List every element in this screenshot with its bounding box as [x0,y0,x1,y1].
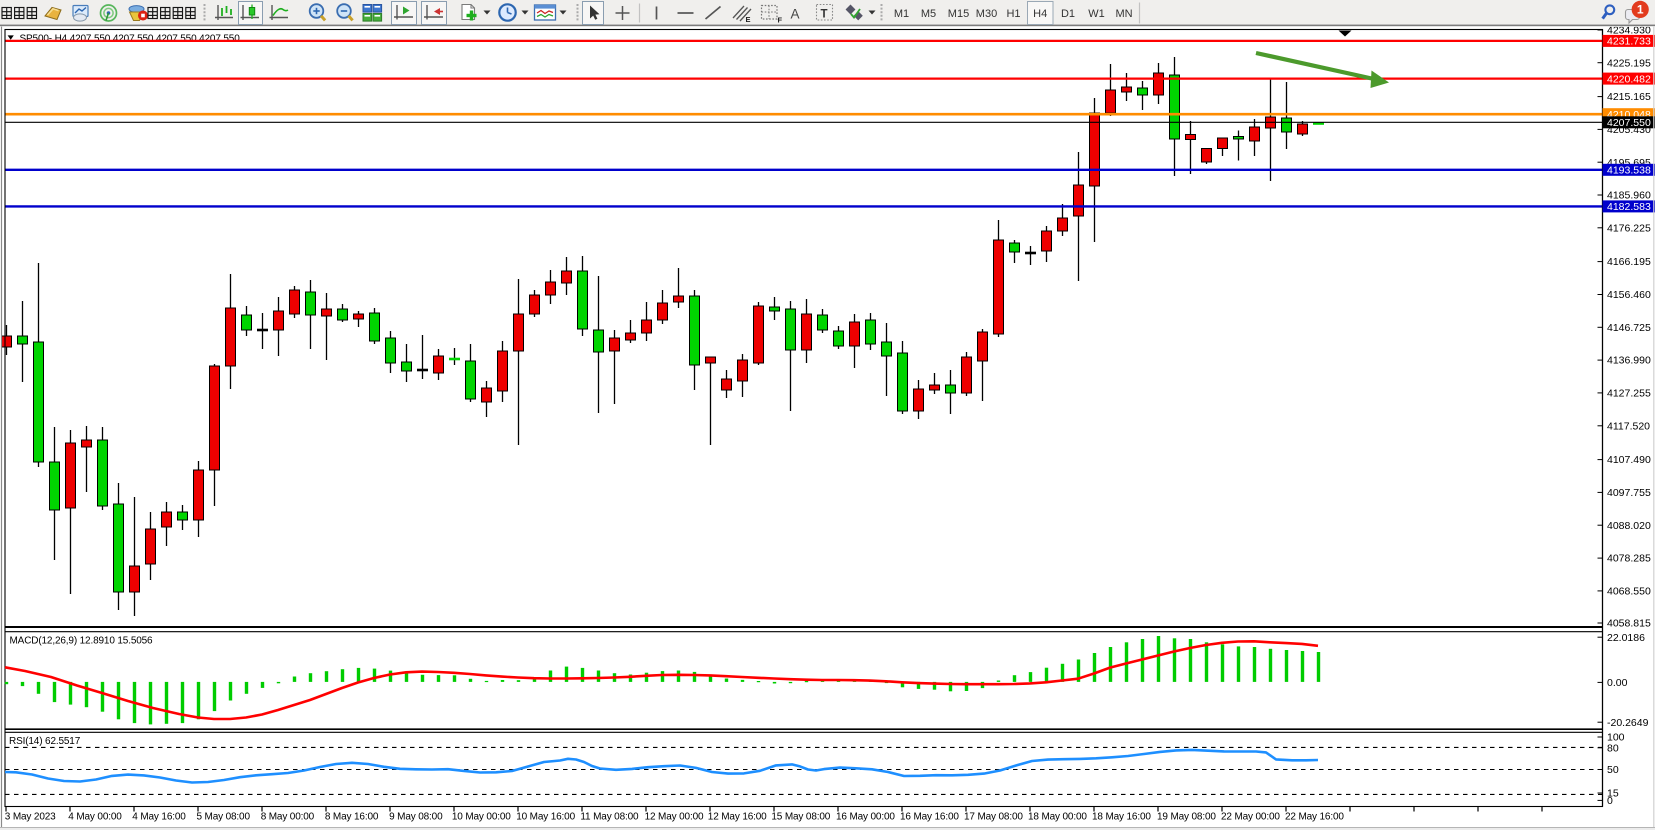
svg-text:4182.583: 4182.583 [1607,201,1651,213]
svg-text:17 May 08:00: 17 May 08:00 [964,812,1023,823]
svg-text:80: 80 [1607,742,1619,754]
svg-text:4234.930: 4234.930 [1607,25,1651,37]
svg-text:4176.225: 4176.225 [1607,222,1651,234]
svg-text:4166.195: 4166.195 [1607,256,1651,268]
svg-text:100: 100 [1607,732,1625,744]
svg-text:4193.538: 4193.538 [1607,165,1651,177]
svg-text:4107.490: 4107.490 [1607,454,1651,466]
svg-text:16 May 00:00: 16 May 00:00 [836,812,895,823]
svg-text:18 May 00:00: 18 May 00:00 [1028,812,1087,823]
svg-text:22 May 16:00: 22 May 16:00 [1285,812,1344,823]
svg-text:10 May 00:00: 10 May 00:00 [452,812,511,823]
svg-text:4156.460: 4156.460 [1607,289,1651,301]
svg-text:4225.195: 4225.195 [1607,57,1651,69]
svg-text:D1: D1 [1061,8,1075,20]
svg-text:3 May 2023: 3 May 2023 [5,812,56,823]
svg-text:4215.165: 4215.165 [1607,91,1651,103]
svg-text:-20.2649: -20.2649 [1607,717,1649,729]
svg-text:4136.990: 4136.990 [1607,355,1651,367]
svg-text:4097.755: 4097.755 [1607,487,1651,499]
svg-text:10 May 16:00: 10 May 16:00 [516,812,575,823]
svg-text:12 May 16:00: 12 May 16:00 [708,812,767,823]
svg-text:18 May 16:00: 18 May 16:00 [1092,812,1151,823]
svg-text:4088.020: 4088.020 [1607,520,1651,532]
svg-text:22.0186: 22.0186 [1607,632,1645,644]
svg-text:5 May 08:00: 5 May 08:00 [197,812,251,823]
svg-text:4127.255: 4127.255 [1607,388,1651,400]
svg-text:M1: M1 [894,8,909,20]
svg-text:15 May 08:00: 15 May 08:00 [771,812,830,823]
svg-text:12 May 00:00: 12 May 00:00 [645,812,704,823]
svg-text:19 May 08:00: 19 May 08:00 [1157,812,1216,823]
svg-text:4 May 16:00: 4 May 16:00 [132,812,186,823]
svg-text:8 May 16:00: 8 May 16:00 [325,812,379,823]
svg-text:50: 50 [1607,764,1619,776]
svg-text:4117.520: 4117.520 [1607,420,1650,432]
svg-text:0: 0 [1607,795,1613,807]
svg-text:W1: W1 [1088,8,1105,20]
svg-text:SP500-.H4 4207.550 4207.550 4: SP500-.H4 4207.550 4207.550 4207.550 420… [20,33,241,44]
svg-text:RSI(14) 62.5517: RSI(14) 62.5517 [9,736,81,747]
svg-text:H4: H4 [1033,8,1047,20]
svg-text:4078.285: 4078.285 [1607,553,1651,565]
svg-text:MACD(12,26,9) 12.8910 15.5056: MACD(12,26,9) 12.8910 15.5056 [10,636,154,647]
svg-text:0.00: 0.00 [1607,677,1628,689]
svg-text:4 May 00:00: 4 May 00:00 [68,812,122,823]
svg-text:F: F [778,16,783,25]
svg-text:M5: M5 [921,8,936,20]
svg-text:T: T [821,9,828,21]
svg-text:E: E [746,15,751,24]
svg-text:9 May 08:00: 9 May 08:00 [389,812,443,823]
svg-text:H1: H1 [1006,8,1020,20]
svg-text:1: 1 [1637,3,1644,17]
svg-text:4185.960: 4185.960 [1607,190,1651,202]
svg-text:4058.815: 4058.815 [1607,618,1651,630]
svg-text:M15: M15 [948,8,969,20]
svg-text:11 May 08:00: 11 May 08:00 [580,812,639,823]
svg-text:16 May 16:00: 16 May 16:00 [900,812,959,823]
svg-text:22 May 00:00: 22 May 00:00 [1221,812,1280,823]
svg-text:4146.725: 4146.725 [1607,322,1651,334]
svg-text:4231.733: 4231.733 [1607,36,1651,48]
svg-text:MN: MN [1115,8,1132,20]
svg-text:15: 15 [1607,788,1619,800]
svg-text:8 May 00:00: 8 May 00:00 [261,812,315,823]
svg-text:A: A [791,7,800,22]
svg-text:4207.550: 4207.550 [1607,117,1651,129]
svg-text:4220.482: 4220.482 [1607,73,1651,85]
svg-text:M30: M30 [976,8,997,20]
svg-text:4068.550: 4068.550 [1607,586,1651,598]
